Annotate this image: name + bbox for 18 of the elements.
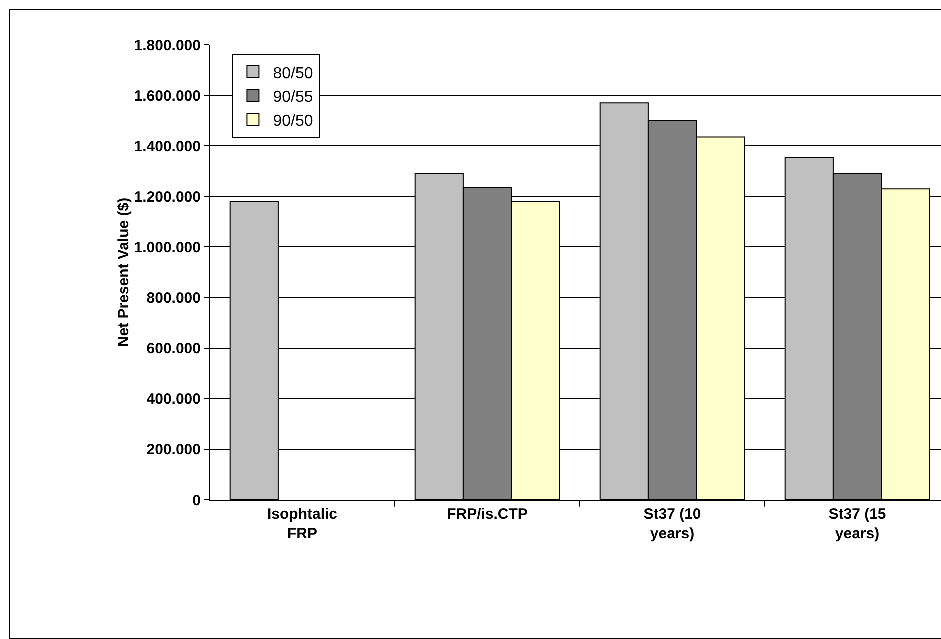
legend-label: 90/50	[273, 112, 314, 130]
y-tick-label: 1.800.000	[134, 37, 201, 54]
y-tick-label: 400.000	[146, 391, 201, 408]
legend-label: 90/55	[273, 89, 314, 106]
y-tick-label: 1.000.000	[134, 239, 201, 256]
y-tick-label: 600.000	[146, 340, 201, 358]
y-tick-label: 800.000	[146, 290, 201, 308]
y-tick-label: 1.600.000	[134, 88, 201, 105]
x-tick-label: Isophtalic FRP	[267, 506, 338, 542]
y-tick-label: 1.400.000	[134, 138, 201, 156]
x-tick-label: FRP/is.CTP	[447, 506, 528, 523]
x-tick-label: St37 (15 years)	[828, 506, 886, 542]
y-tick-label: 1.200.000	[134, 188, 201, 206]
y-axis-title: Net Present Value ($)	[115, 198, 132, 348]
x-tick-label: St37 (10 years)	[644, 506, 702, 542]
y-tick-label: 200.000	[146, 442, 201, 459]
y-tick-label: 0	[192, 492, 201, 510]
legend-label: 80/50	[273, 65, 314, 82]
